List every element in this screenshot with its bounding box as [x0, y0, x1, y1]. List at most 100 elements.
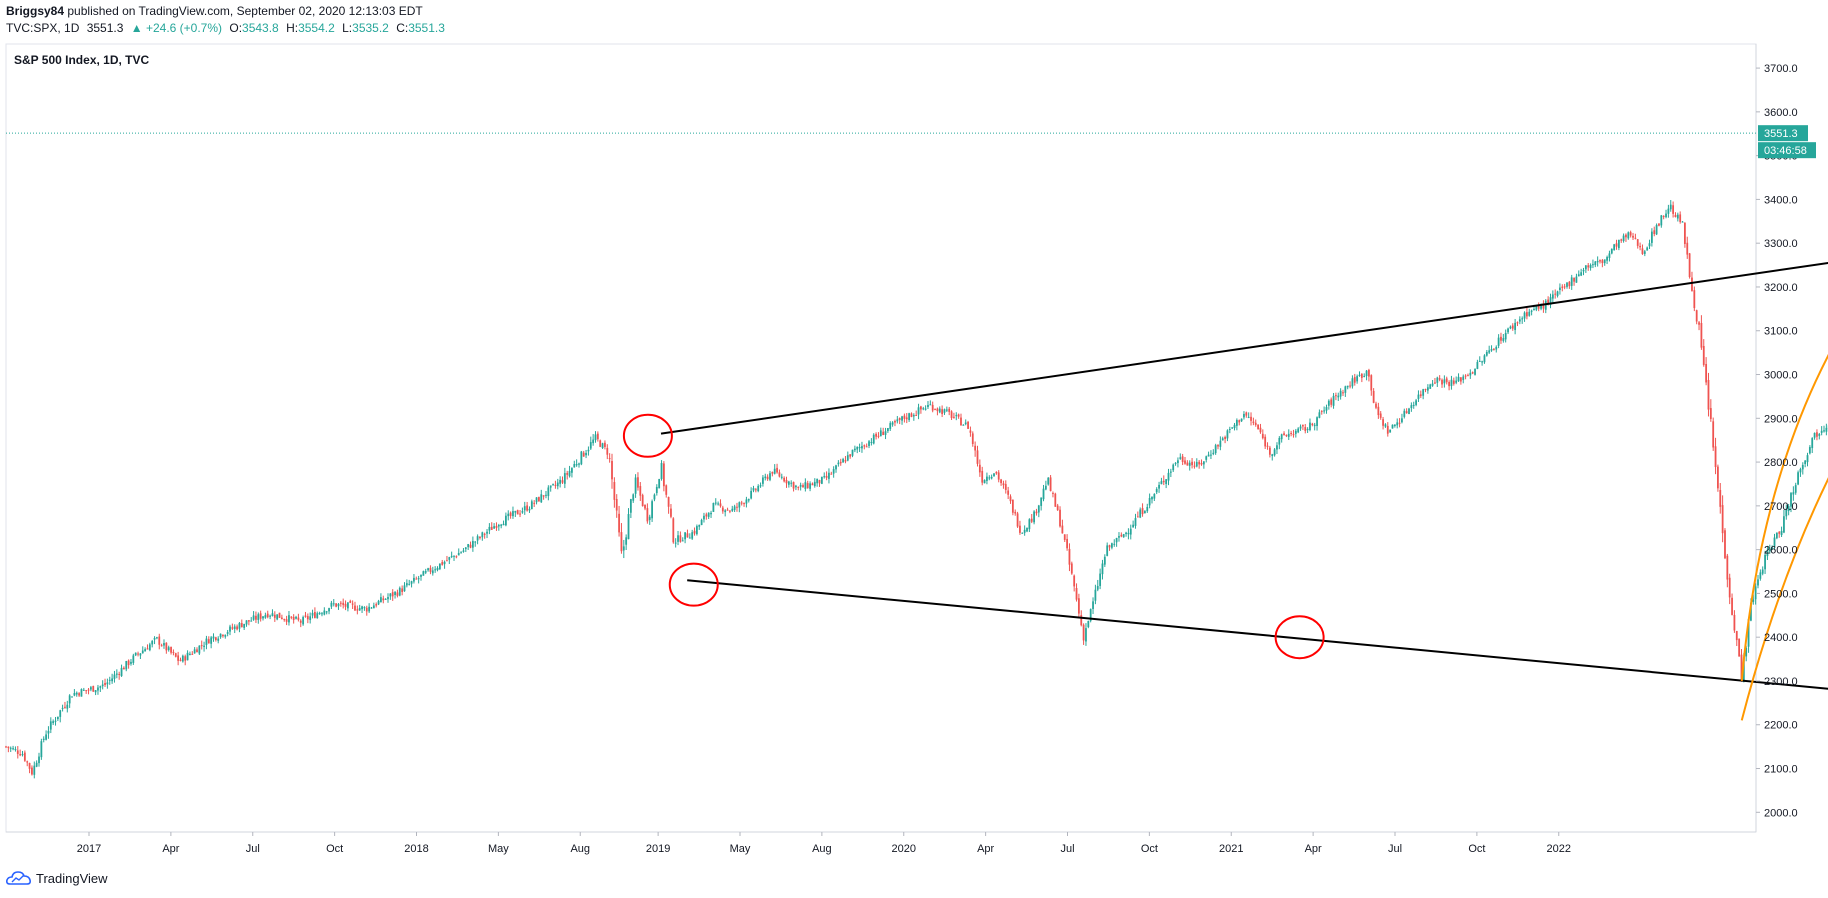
candle-body: [1469, 372, 1472, 376]
y-tick-label: 2400.0: [1764, 632, 1798, 644]
candle-body: [1794, 485, 1797, 493]
candle-body: [1252, 421, 1255, 423]
candle-body: [1398, 422, 1401, 424]
candle-body: [255, 615, 257, 620]
candle-body: [1028, 519, 1031, 530]
candle-body: [971, 433, 974, 444]
candle-body: [1205, 456, 1208, 460]
candle-body: [795, 485, 797, 488]
candle-body: [1577, 274, 1580, 277]
candle-body: [1610, 248, 1613, 254]
candle-body: [945, 409, 948, 411]
candle-body: [1681, 221, 1684, 223]
candle-body: [1634, 237, 1637, 239]
candle-body: [908, 413, 911, 421]
candle-body: [1549, 297, 1552, 305]
candle-body: [754, 489, 757, 491]
candle-body: [710, 512, 712, 515]
candle-body: [354, 605, 356, 611]
candle-body: [783, 477, 786, 482]
candle-body: [1426, 387, 1429, 391]
candle-body: [941, 409, 944, 415]
candle-body: [1823, 430, 1825, 432]
candle-body: [585, 452, 587, 456]
y-tick-label: 2900.0: [1764, 413, 1798, 425]
candle-body: [1601, 260, 1604, 264]
candle-body: [1238, 420, 1241, 423]
candle-body: [321, 613, 323, 615]
candle-body: [1615, 243, 1618, 247]
author-name[interactable]: Briggsy84: [6, 4, 65, 18]
price-axis[interactable]: 2000.0 2100.0 2200.0 2300.0 2400.0 2500.0 2600…: [1756, 63, 1798, 819]
candle-body: [1384, 424, 1387, 427]
candle-body: [387, 597, 389, 600]
candle-body: [1155, 489, 1158, 493]
candle-body: [578, 463, 580, 465]
candles-layer: [5, 200, 1828, 779]
candle-body: [943, 409, 946, 413]
candle-body: [417, 578, 420, 580]
candle-body: [1445, 378, 1448, 383]
candle-body: [629, 499, 632, 513]
candle-body: [280, 617, 283, 619]
candle-body: [863, 445, 866, 447]
candle-body: [1811, 438, 1814, 449]
candle-body: [651, 501, 653, 519]
candle-body: [924, 408, 927, 410]
candle-body: [370, 607, 373, 609]
candle-body: [394, 591, 396, 595]
candle-body: [313, 612, 316, 618]
candle-body: [1608, 253, 1611, 258]
candle-body: [1533, 308, 1535, 310]
candle-body: [111, 678, 114, 682]
candle-body: [797, 486, 800, 488]
candle-body: [556, 482, 559, 487]
candle-body: [948, 408, 951, 412]
candle-body: [1455, 380, 1458, 383]
candle-body: [495, 525, 498, 528]
candle-body: [391, 592, 394, 597]
candle-body: [1023, 529, 1026, 533]
candle-body: [648, 516, 651, 520]
candle-body: [571, 468, 573, 473]
candle-body: [1162, 480, 1165, 483]
candle-body: [927, 404, 929, 408]
candle-body: [1448, 381, 1450, 387]
candle-body: [950, 411, 953, 418]
highlight-circle: [622, 413, 673, 458]
annotations-layer: [622, 261, 1828, 721]
candle-body: [1419, 394, 1422, 396]
candle-body: [1118, 536, 1120, 538]
y-tick-label: 3100.0: [1764, 326, 1798, 338]
candle-body: [306, 616, 309, 620]
candle-body: [721, 507, 724, 512]
candle-body: [31, 767, 33, 775]
time-axis[interactable]: 2017 Apr Jul Oct 2018 May Aug 2019 May Aug 2020 Apr…: [77, 832, 1571, 855]
candle-body: [1462, 376, 1465, 380]
candle-body: [526, 505, 529, 511]
candle-body: [667, 497, 670, 507]
candle-body: [245, 620, 248, 625]
candle-body: [1695, 310, 1698, 322]
candle-body: [1247, 416, 1250, 418]
candle-body: [97, 687, 99, 691]
candle-body: [358, 608, 361, 611]
candle-body: [1726, 555, 1729, 580]
candle-body: [1363, 375, 1366, 377]
y-tick-label: 3700.0: [1764, 63, 1798, 75]
candle-body: [61, 707, 64, 709]
candle-body: [193, 649, 196, 654]
candle-body: [785, 480, 788, 484]
tradingview-logo[interactable]: TradingView: [6, 870, 108, 886]
candle-body: [1280, 434, 1283, 440]
candle-body: [167, 647, 170, 651]
candle-body: [94, 690, 97, 693]
candle-body: [905, 417, 908, 420]
candle-body: [375, 604, 378, 606]
candle-body: [1764, 554, 1766, 570]
candle-body: [200, 645, 203, 647]
candle-body: [750, 490, 753, 499]
high-label: H:: [286, 21, 299, 35]
candle-body: [1474, 368, 1476, 375]
